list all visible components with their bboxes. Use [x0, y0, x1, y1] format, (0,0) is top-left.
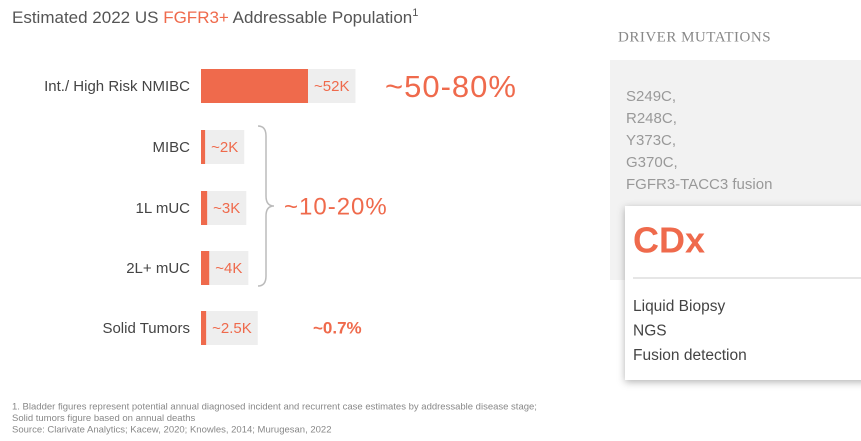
bar	[201, 69, 308, 103]
value-label: ~2K	[211, 139, 238, 156]
category-label: Int./ High Risk NMIBC	[44, 78, 190, 95]
bar	[201, 130, 206, 164]
footnote: 1. Bladder figures represent potential a…	[12, 402, 537, 413]
mutation: R248C,	[626, 110, 677, 127]
bar	[201, 191, 208, 225]
cdx-item: Liquid Biopsy	[633, 298, 725, 315]
category-label: 1L mUC	[136, 200, 191, 217]
category-label: 2L+ mUC	[126, 260, 190, 277]
annotation: ~0.7%	[313, 318, 362, 337]
cdx-item: Fusion detection	[633, 347, 747, 364]
footnote: Solid tumors figure based on annual deat…	[12, 413, 196, 424]
value-label: ~2.5K	[212, 320, 252, 337]
cdx-box	[625, 206, 861, 380]
label-bg	[205, 130, 245, 164]
title-note: 1	[412, 7, 418, 19]
label-bg	[206, 311, 258, 345]
panel-heading: DRIVER MUTATIONS	[618, 29, 771, 45]
mutation: G370C,	[626, 154, 678, 171]
bar	[201, 251, 210, 285]
annotation: ~50-80%	[385, 69, 517, 104]
value-label: ~4K	[215, 260, 242, 277]
bar	[201, 311, 207, 345]
footnote: Source: Clarivate Analytics; Kacew, 2020…	[12, 425, 332, 436]
label-bg	[308, 69, 356, 103]
value-label: ~52K	[314, 78, 349, 95]
title-part: Addressable Population	[233, 8, 413, 27]
label-bg	[209, 251, 249, 285]
label-bg	[207, 191, 247, 225]
mutation: S249C,	[626, 88, 676, 105]
title-part: Estimated 2022 US	[12, 8, 158, 27]
value-label: ~3K	[213, 200, 240, 217]
cdx-title: CDx	[633, 220, 705, 261]
mutation: FGFR3-TACC3 fusion	[626, 176, 772, 193]
category-label: MIBC	[153, 139, 191, 156]
mutation: Y373C,	[626, 132, 676, 149]
brace	[257, 125, 275, 287]
category-label: Solid Tumors	[102, 320, 190, 337]
chart-title: Estimated 2022 US FGFR3+ Addressable Pop…	[12, 7, 418, 28]
title-highlight: FGFR3+	[163, 8, 229, 27]
annotation: ~10-20%	[284, 193, 388, 220]
cdx-item: NGS	[633, 323, 667, 340]
